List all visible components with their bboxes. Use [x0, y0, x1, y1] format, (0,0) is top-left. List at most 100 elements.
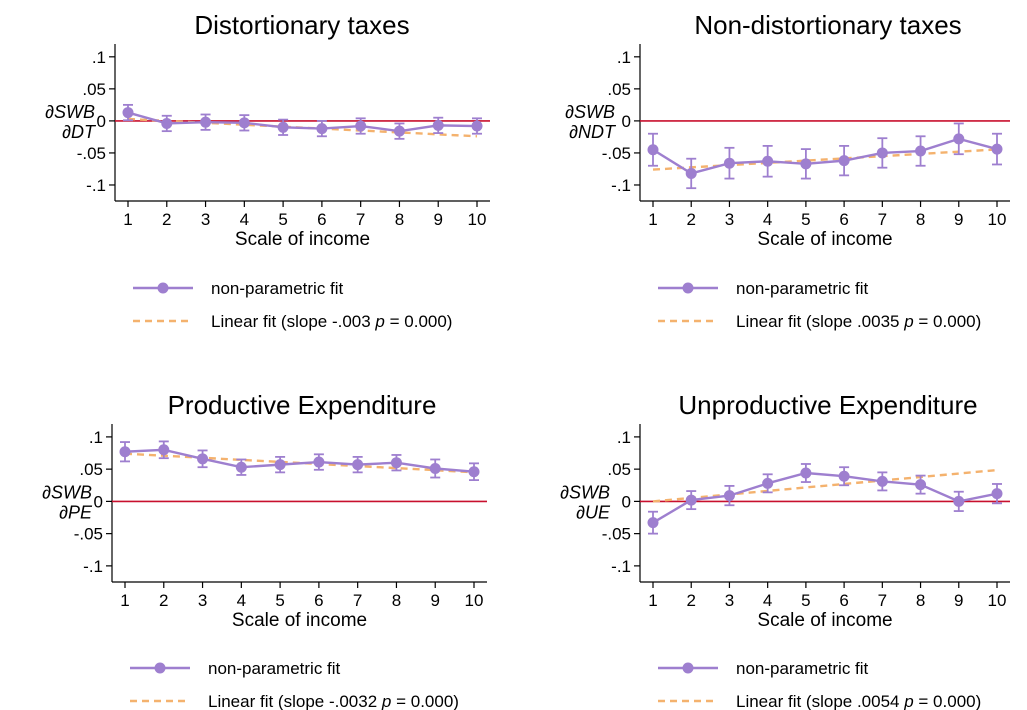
x-tick-label: 2: [162, 210, 171, 229]
x-tick-label: 1: [120, 591, 129, 610]
data-point: [352, 459, 364, 471]
y-axis-label-numerator: ∂SWB: [560, 482, 610, 502]
x-tick-label: 3: [201, 210, 210, 229]
data-point: [953, 495, 965, 507]
y-tick-label: 0: [622, 112, 631, 131]
data-point: [235, 461, 247, 473]
y-tick-label: -.05: [74, 525, 103, 544]
x-axis-label: Scale of income: [757, 610, 892, 631]
chart-title: Productive Expenditure: [168, 390, 437, 420]
data-point: [876, 147, 888, 159]
x-tick-label: 4: [763, 591, 772, 610]
y-axis-label-numerator: ∂SWB: [45, 102, 95, 122]
x-tick-label: 1: [123, 210, 132, 229]
x-tick-label: 5: [275, 591, 284, 610]
x-tick-label: 4: [237, 591, 246, 610]
x-axis-label: Scale of income: [757, 229, 892, 250]
nonparametric-fit-line: [652, 471, 998, 524]
data-point: [355, 120, 367, 132]
y-tick-label: .1: [617, 48, 631, 67]
nonparametric-fit-line: [127, 111, 478, 133]
legend-entry-nonparametric: non-parametric fit: [736, 279, 869, 298]
data-point: [915, 145, 927, 157]
y-tick-label: -.05: [602, 525, 631, 544]
y-tick-label: -.05: [77, 144, 106, 163]
y-axis-label-denominator: ∂UE: [576, 502, 611, 522]
x-tick-label: 5: [278, 210, 287, 229]
legend-entry-linear-fit: Linear fit (slope -.003 p = 0.000): [211, 312, 452, 331]
y-tick-label: -.1: [86, 176, 106, 195]
nonparametric-fit-line: [124, 448, 475, 473]
x-tick-label: 10: [468, 210, 487, 229]
y-tick-label: -.05: [602, 144, 631, 163]
data-point: [313, 456, 325, 468]
data-point: [953, 133, 965, 145]
x-tick-label: 8: [395, 210, 404, 229]
legend: non-parametric fit Linear fit (slope .005…: [658, 659, 981, 710]
x-tick-label: 6: [839, 210, 848, 229]
legend: non-parametric fit Linear fit (slope .003…: [658, 279, 981, 331]
data-point: [197, 453, 209, 465]
x-tick-label: 10: [988, 210, 1007, 229]
data-point: [238, 117, 250, 129]
legend-marker: [682, 282, 694, 294]
y-tick-label: .1: [617, 428, 631, 447]
data-point: [390, 457, 402, 469]
chart-title: Non-distortionary taxes: [694, 10, 961, 40]
data-point: [316, 123, 328, 135]
data-point: [200, 116, 212, 128]
chart-title: Unproductive Expenditure: [678, 390, 977, 420]
y-tick-label: 0: [622, 492, 631, 511]
y-tick-label: .1: [92, 48, 106, 67]
chart-panel-1: Distortionary taxes .1 .05 0 -.05 -.1 1 2 3 4 5 6 7 8…: [45, 10, 490, 331]
x-tick-label: 6: [317, 210, 326, 229]
chart-panel-2: Non-distortionary taxes .1 .05 0 -.05 -.1 1 2 3 4…: [565, 10, 1010, 331]
legend: non-parametric fit Linear fit (slope -.00…: [133, 279, 452, 331]
y-tick-label: -.1: [83, 557, 103, 576]
x-tick-label: 9: [954, 591, 963, 610]
data-point: [723, 490, 735, 502]
data-point: [393, 125, 405, 137]
x-axis-label: Scale of income: [235, 229, 370, 250]
y-axis-label-denominator: ∂PE: [59, 502, 93, 522]
x-tick-label: 1: [648, 210, 657, 229]
legend-marker: [682, 662, 694, 674]
data-point: [991, 143, 1003, 155]
data-point: [685, 494, 697, 506]
y-tick-label: -.1: [611, 176, 631, 195]
x-tick-label: 5: [801, 591, 810, 610]
y-tick-label: .05: [79, 460, 103, 479]
data-point: [158, 444, 170, 456]
y-tick-label: 0: [97, 112, 106, 131]
data-point: [762, 155, 774, 167]
x-tick-label: 9: [430, 591, 439, 610]
data-point: [274, 459, 286, 471]
x-tick-label: 3: [198, 591, 207, 610]
x-tick-label: 8: [916, 591, 925, 610]
x-tick-label: 7: [878, 210, 887, 229]
data-point: [471, 120, 483, 132]
y-tick-label: -.1: [611, 557, 631, 576]
data-point: [122, 107, 134, 119]
chart-panel-3: Productive Expenditure .1 .05 0 -.05 -.1 1 2 3 4 5…: [42, 390, 487, 710]
data-point: [762, 477, 774, 489]
legend-entry-nonparametric: non-parametric fit: [736, 659, 869, 678]
x-tick-label: 1: [648, 591, 657, 610]
x-tick-label: 10: [988, 591, 1007, 610]
data-point: [723, 157, 735, 169]
legend-marker: [154, 662, 166, 674]
y-tick-label: .05: [607, 80, 631, 99]
y-axis-label-numerator: ∂SWB: [42, 482, 92, 502]
x-tick-label: 4: [763, 210, 772, 229]
x-tick-label: 8: [392, 591, 401, 610]
data-point: [915, 479, 927, 491]
x-tick-label: 8: [916, 210, 925, 229]
x-tick-label: 5: [801, 210, 810, 229]
legend: non-parametric fit Linear fit (slope -.00…: [130, 659, 459, 710]
y-tick-label: .05: [607, 460, 631, 479]
x-tick-label: 4: [240, 210, 249, 229]
x-tick-label: 7: [878, 591, 887, 610]
legend-entry-nonparametric: non-parametric fit: [211, 279, 344, 298]
chart-panel-4: Unproductive Expenditure .1 .05 0 -.05 -.1 1 2 3…: [560, 390, 1010, 710]
